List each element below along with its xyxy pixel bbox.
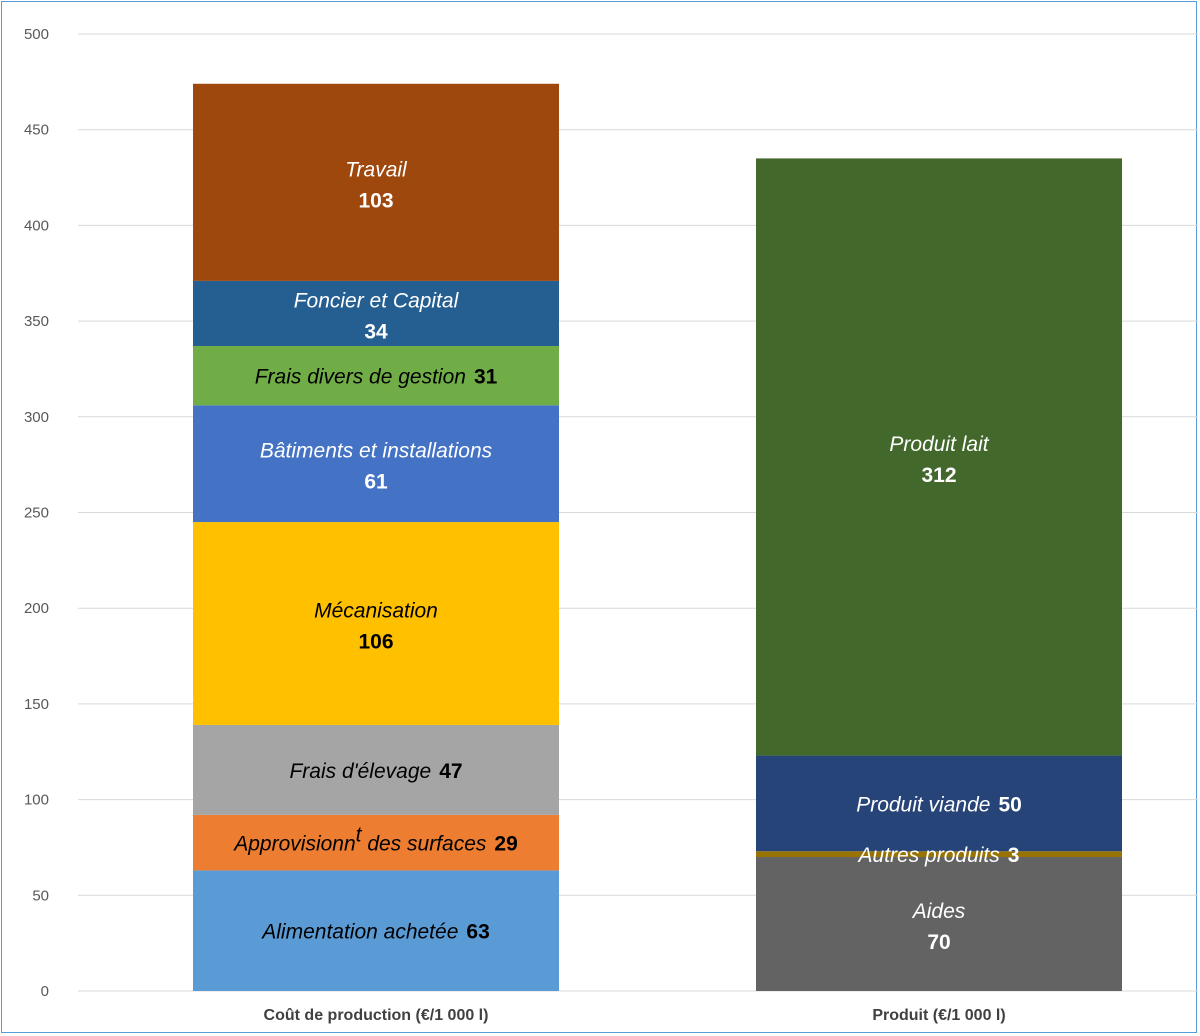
bar-segment xyxy=(193,724,559,815)
segment-name-label: Frais divers de gestion xyxy=(255,366,466,389)
segment-value-label: 3 xyxy=(1008,844,1020,867)
y-tick-label: 300 xyxy=(24,409,49,426)
data-labels: Alimentation achetée 63 Approvisionnt des … xyxy=(232,158,1022,954)
bar-segment xyxy=(193,280,559,346)
segment-name-label: Bâtiments et installations xyxy=(260,440,493,463)
x-axis: Coût de production (€/1 000 l) Produit (€… xyxy=(264,1007,1006,1024)
segment-name-label: Travail xyxy=(345,158,408,181)
y-tick-label: 0 xyxy=(41,983,49,1000)
segment-value-label: 34 xyxy=(364,320,388,343)
bar-segment xyxy=(193,814,559,871)
segment-value-label: 29 xyxy=(494,833,517,856)
segment-name-label: Frais d'élevage xyxy=(289,760,431,783)
segment-value-label: 106 xyxy=(358,631,393,654)
segment-name-label: Aides xyxy=(911,900,966,923)
y-tick-label: 200 xyxy=(24,600,49,617)
bar-segment xyxy=(756,158,1122,756)
segment-label: Autres produits 3 xyxy=(857,844,1020,867)
y-tick-label: 450 xyxy=(24,122,49,139)
segment-label: Frais divers de gestion 31 xyxy=(255,366,498,389)
segment-name-label: Produit lait xyxy=(889,433,989,456)
bar-segment xyxy=(193,345,559,406)
y-tick-label: 100 xyxy=(24,792,49,809)
bar-segment xyxy=(193,405,559,523)
segment-value-label: 63 xyxy=(466,921,489,944)
segment-name-label: Approvisionn xyxy=(232,833,355,856)
segment-label: Approvisionnt des surfaces 29 xyxy=(232,824,518,856)
bar-segment xyxy=(193,870,559,991)
segment-label: Produit viande 50 xyxy=(856,793,1022,816)
segment-value-label: 47 xyxy=(439,760,462,783)
segment-name-label: Produit viande xyxy=(856,793,990,816)
bar-segment xyxy=(756,857,1122,991)
segment-name-label: Foncier et Capital xyxy=(294,289,460,312)
segment-name-superscript: t xyxy=(356,824,363,847)
y-tick-label: 350 xyxy=(24,313,49,330)
y-axis: 0 50 100 150 200 250 300 350 400 450 500 xyxy=(24,26,49,1000)
y-tick-label: 250 xyxy=(24,505,49,522)
segment-name-label: Autres produits xyxy=(857,844,1001,867)
x-category-label: Produit (€/1 000 l) xyxy=(872,1007,1005,1024)
y-tick-label: 50 xyxy=(32,887,49,904)
y-tick-label: 150 xyxy=(24,696,49,713)
segment-value-label: 50 xyxy=(998,793,1021,816)
segment-name-label: Mécanisation xyxy=(314,600,438,623)
segment-name-suffix: des surfaces xyxy=(361,833,486,856)
bar-segment xyxy=(193,83,559,281)
bars xyxy=(193,83,1122,991)
bar-segment xyxy=(756,851,1122,858)
segment-name-label: Alimentation achetée xyxy=(260,921,458,944)
bar-segment xyxy=(756,755,1122,852)
x-category-label: Coût de production (€/1 000 l) xyxy=(264,1007,489,1024)
segment-value-label: 61 xyxy=(364,471,388,494)
segment-value-label: 103 xyxy=(358,189,393,212)
y-tick-label: 500 xyxy=(24,26,49,43)
segment-value-label: 312 xyxy=(921,464,956,487)
segment-value-label: 70 xyxy=(927,931,950,954)
segment-value-label: 31 xyxy=(474,366,498,389)
segment-label: Frais d'élevage 47 xyxy=(289,760,462,783)
y-tick-label: 400 xyxy=(24,217,49,234)
segment-label: Alimentation achetée 63 xyxy=(260,921,490,944)
bar-segment xyxy=(193,522,559,725)
